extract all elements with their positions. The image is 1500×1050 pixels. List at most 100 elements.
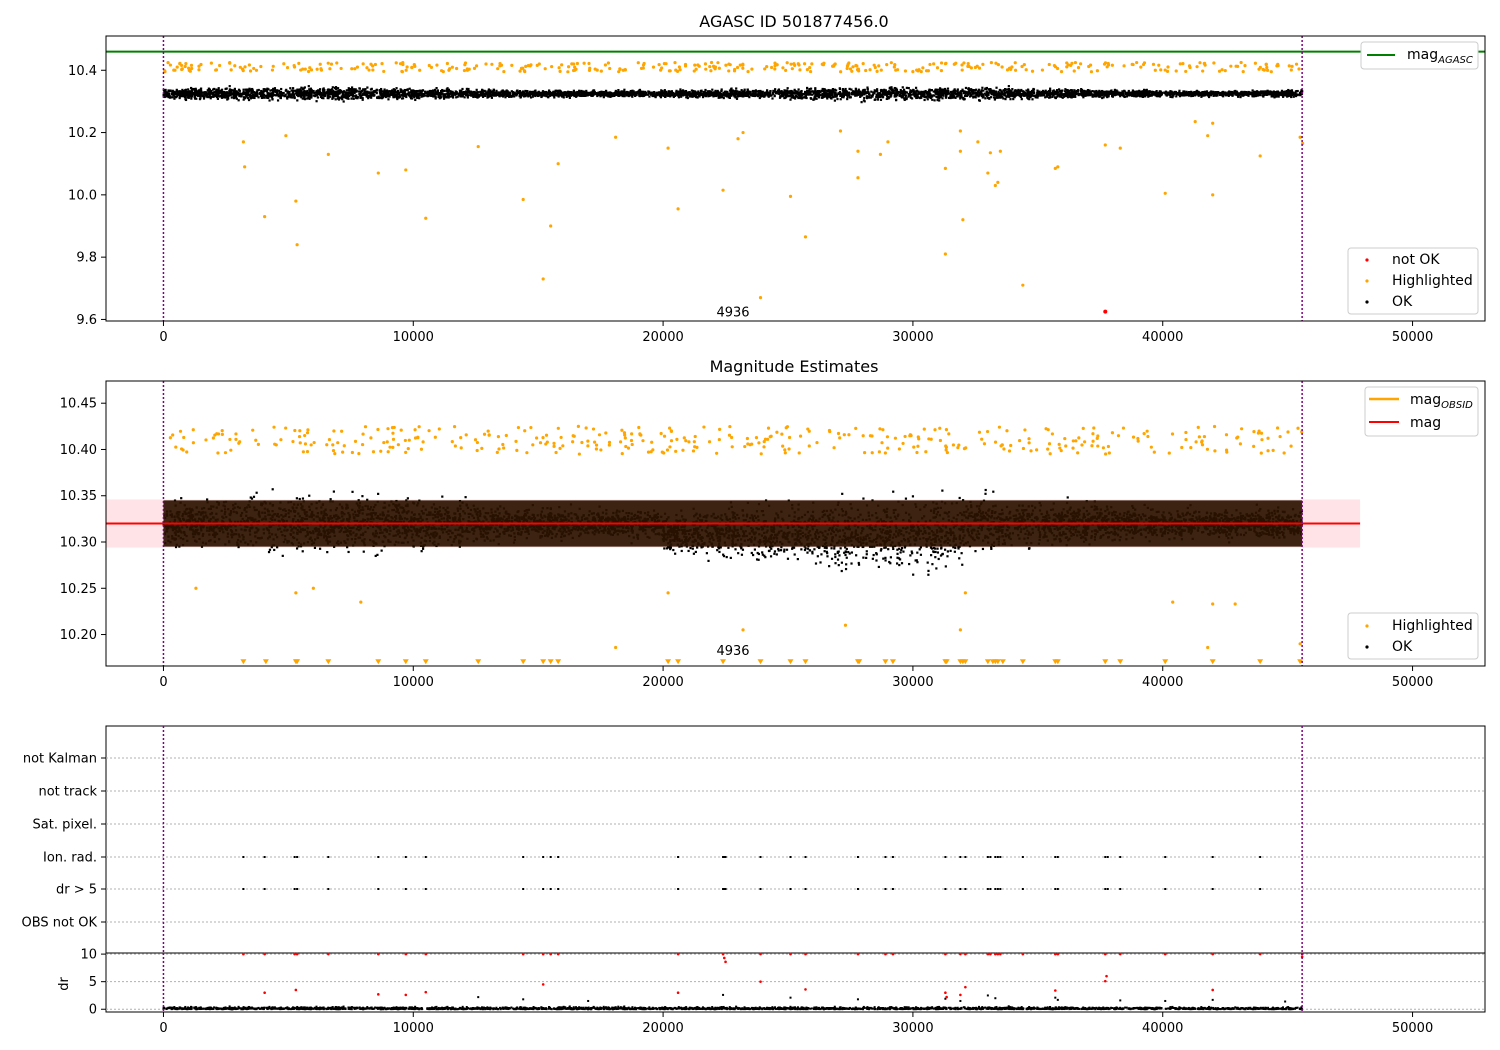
ok-point [809,93,812,96]
ok-point [735,97,739,100]
ok-point [314,95,317,98]
ok-point [537,91,540,94]
ok-point [653,90,656,94]
ok-point [1166,92,1170,95]
ok-point [302,91,306,94]
ok-point [428,91,431,94]
ok-point [1115,89,1118,92]
ok-point [526,89,529,93]
ok-point [932,90,935,93]
ok-point [998,96,1001,99]
ok-point [755,90,758,93]
ok-point [1111,90,1115,94]
ok-point [328,91,331,94]
ok-point [901,95,905,98]
ok-point [944,96,948,99]
ok-point [340,95,343,98]
ok-point [1224,93,1227,97]
ok-point [396,97,399,101]
ok-point [936,93,939,96]
ok-point [663,90,666,93]
ok-point [225,87,228,90]
ok-point [447,90,450,93]
ok-point [679,88,682,91]
ok-point [751,89,755,93]
ok-point [194,93,197,97]
ok-point [961,89,964,92]
ok-point [243,97,246,100]
ok-point [846,92,850,95]
ok-point [306,92,309,95]
ok-point [164,93,167,96]
ok-point [388,93,391,97]
ok-point [834,95,837,98]
ok-point [364,88,367,91]
ok-point [563,93,567,96]
ok-point [907,95,910,98]
ok-point [577,91,580,94]
ok-point [470,94,473,97]
ok-point [783,89,786,92]
ok-point [234,93,237,96]
ok-point [941,93,944,96]
ok-point [430,90,433,94]
ok-point [197,92,201,95]
ok-point [1077,93,1080,97]
ok-point [760,93,763,96]
ok-point [842,96,845,99]
ok-point [528,91,532,94]
ok-point [443,96,446,99]
ok-point [831,88,835,91]
ok-point [735,87,738,90]
ok-point [900,92,903,95]
ok-point [1098,93,1101,96]
ok-point [400,89,403,92]
ok-point [903,93,906,96]
ok-point [1202,92,1205,95]
ok-point [688,92,691,95]
ok-point [481,95,485,98]
ok-point [739,91,743,94]
ok-point [1152,93,1156,96]
ok-point [943,90,947,94]
ok-point [1182,90,1185,93]
ok-point [246,93,249,97]
ok-point [328,95,331,98]
ok-point [689,95,692,98]
ok-point [1283,94,1286,97]
ok-point [1078,92,1082,95]
ok-point [1124,92,1127,96]
ok-point [1258,92,1262,96]
ok-point [622,90,626,93]
ok-point [547,89,551,92]
ok-point [419,92,422,95]
ok-point [795,91,798,94]
ok-point [941,97,944,100]
ok-point [347,91,350,94]
ok-point [527,95,530,98]
ok-point [808,89,811,92]
ok-point [1299,92,1302,95]
ok-point [881,93,884,96]
ok-point [463,91,466,95]
ok-point [1124,95,1127,98]
ok-point [1251,93,1254,96]
ok-point [312,94,315,97]
ok-point [457,94,461,97]
ok-point [1107,95,1110,98]
ok-point [811,93,814,96]
ok-point [281,91,284,95]
ok-point [228,92,231,95]
ok-point [426,90,429,93]
ok-point [375,88,378,91]
ok-point [451,96,455,99]
ok-point [416,89,419,93]
ok-point [1144,92,1147,96]
ok-point [279,92,282,95]
ok-point [1057,91,1060,94]
ok-point [950,91,953,94]
ok-point [547,96,550,99]
ok-point [445,96,448,99]
ok-point [337,98,341,101]
ok-point [715,92,719,95]
